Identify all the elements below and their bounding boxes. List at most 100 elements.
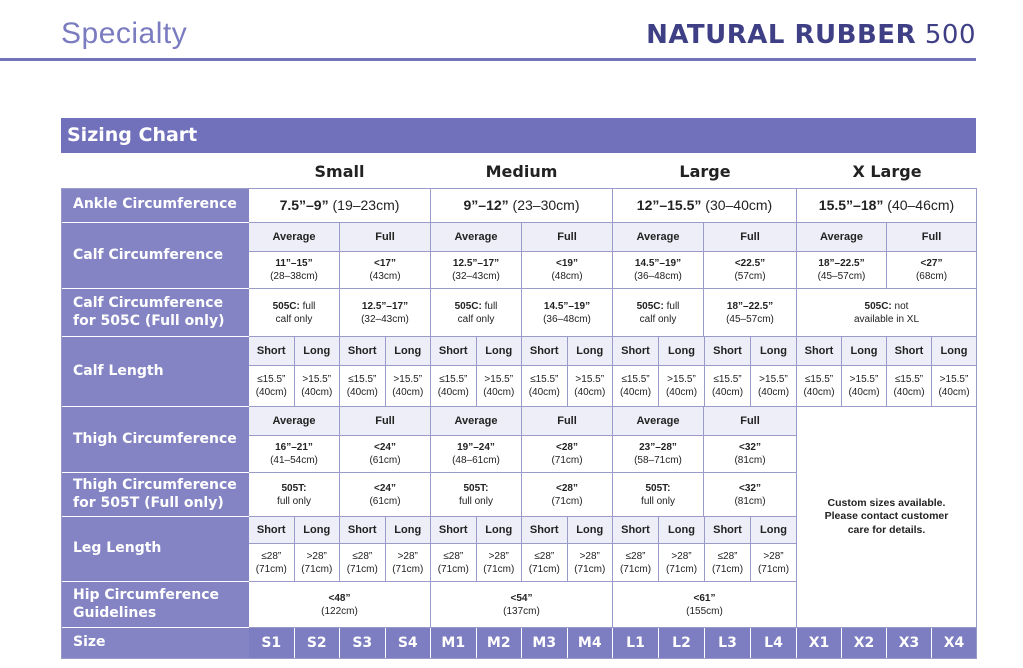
thigh-505t-value: 505T: full only <box>249 473 340 517</box>
leg-length-long-header: Long <box>294 517 340 544</box>
calf-505c-value: 12.5”–17” (32–43cm) <box>340 289 431 337</box>
leg-length-long-header: Long <box>751 517 797 544</box>
leg-length-short-header: Short <box>522 517 568 544</box>
calf-subheader: Average <box>249 223 340 252</box>
calf-subheader: Average <box>797 223 887 252</box>
calf-length-value: >15.5” (40cm) <box>385 366 431 407</box>
calf-505c-value: 505C: full calf only <box>613 289 704 337</box>
thigh-value: <32” (81cm) <box>704 436 797 473</box>
leg-length-long-header: Long <box>659 517 705 544</box>
thigh-subheader: Full <box>704 407 797 436</box>
leg-length-short-header: Short <box>613 517 659 544</box>
ankle-value: 7.5”–9” (19–23cm) <box>249 188 431 223</box>
calf-subheader: Full <box>340 223 431 252</box>
calf-length-value: ≤15.5” (40cm) <box>340 366 386 407</box>
size-code: M3 <box>522 628 568 659</box>
calf-value: <22.5” (57cm) <box>704 252 797 289</box>
size-code: L3 <box>705 628 751 659</box>
calf-length-value: >15.5” (40cm) <box>567 366 613 407</box>
sizing-chart-banner: Sizing Chart <box>61 118 976 153</box>
calf-length-long-header: Long <box>932 337 977 366</box>
ankle-value: 15.5”–18” (40–46cm) <box>797 188 977 223</box>
leg-length-value: ≤28” (71cm) <box>613 544 659 582</box>
size-code: L4 <box>751 628 797 659</box>
leg-length-short-header: Short <box>705 517 751 544</box>
thigh-value: 19”–24” (48–61cm) <box>431 436 522 473</box>
leg-length-value: >28” (71cm) <box>659 544 705 582</box>
size-code: S2 <box>294 628 340 659</box>
size-code: X3 <box>887 628 932 659</box>
calf-505c-value: 14.5”–19” (36–48cm) <box>522 289 613 337</box>
calf-length-short-header: Short <box>431 337 477 366</box>
row-label-hip: Hip Circumference Guidelines <box>61 582 249 628</box>
thigh-subheader: Full <box>340 407 431 436</box>
calf-505c-value: 505C: full calf only <box>431 289 522 337</box>
calf-length-value: >15.5” (40cm) <box>751 366 797 407</box>
hip-value: <48” (122cm) <box>249 582 431 628</box>
header-rule <box>0 58 976 61</box>
thigh-value: 23”–28” (58–71cm) <box>613 436 704 473</box>
calf-length-long-header: Long <box>476 337 522 366</box>
size-code: S3 <box>340 628 386 659</box>
calf-length-value: ≤15.5” (40cm) <box>887 366 932 407</box>
calf-value: 11”–15” (28–38cm) <box>249 252 340 289</box>
leg-length-long-header: Long <box>476 517 522 544</box>
calf-length-value: >15.5” (40cm) <box>932 366 977 407</box>
calf-value: 18”–22.5” (45–57cm) <box>797 252 887 289</box>
calf-length-value: ≤15.5” (40cm) <box>522 366 568 407</box>
ankle-value: 12”–15.5” (30–40cm) <box>613 188 797 223</box>
leg-length-short-header: Short <box>340 517 386 544</box>
leg-length-value: ≤28” (71cm) <box>431 544 477 582</box>
size-code: S1 <box>249 628 295 659</box>
calf-length-value: ≤15.5” (40cm) <box>249 366 295 407</box>
leg-length-value: >28” (71cm) <box>567 544 613 582</box>
size-code: S4 <box>385 628 431 659</box>
calf-subheader: Full <box>704 223 797 252</box>
thigh-subheader: Average <box>431 407 522 436</box>
size-code: X2 <box>842 628 887 659</box>
product-title: NATURAL RUBBER 500 <box>646 20 976 50</box>
calf-subheader: Full <box>522 223 613 252</box>
calf-length-value: >15.5” (40cm) <box>476 366 522 407</box>
calf-length-short-header: Short <box>522 337 568 366</box>
size-heading-large: Large <box>679 162 731 181</box>
size-heading-small: Small <box>314 162 365 181</box>
thigh-505t-value: 505T: full only <box>431 473 522 517</box>
calf-length-long-header: Long <box>751 337 797 366</box>
calf-value: 12.5”–17” (32–43cm) <box>431 252 522 289</box>
size-code: M2 <box>476 628 522 659</box>
calf-subheader: Average <box>431 223 522 252</box>
leg-length-long-header: Long <box>567 517 613 544</box>
calf-length-long-header: Long <box>294 337 340 366</box>
leg-length-value: >28” (71cm) <box>751 544 797 582</box>
size-heading-medium: Medium <box>485 162 558 181</box>
row-label-thigh-505t: Thigh Circumference for 505T (Full only) <box>61 473 249 517</box>
calf-length-long-header: Long <box>567 337 613 366</box>
leg-length-value: >28” (71cm) <box>476 544 522 582</box>
leg-length-short-header: Short <box>249 517 295 544</box>
thigh-505t-value: 505T: full only <box>613 473 704 517</box>
size-code: X4 <box>932 628 977 659</box>
leg-length-value: ≤28” (71cm) <box>705 544 751 582</box>
calf-505c-value: 505C: full calf only <box>249 289 340 337</box>
thigh-505t-value: <24” (61cm) <box>340 473 431 517</box>
row-label-thigh: Thigh Circumference <box>61 407 249 473</box>
calf-length-short-header: Short <box>887 337 932 366</box>
calf-length-value: ≤15.5” (40cm) <box>431 366 477 407</box>
calf-value: <27” (68cm) <box>887 252 977 289</box>
product-name: NATURAL RUBBER <box>646 20 917 50</box>
calf-value: 14.5”–19” (36–48cm) <box>613 252 704 289</box>
calf-505c-value: 18”–22.5” (45–57cm) <box>704 289 797 337</box>
row-label-leg-length: Leg Length <box>61 517 249 582</box>
row-label-calf: Calf Circumference <box>61 223 249 289</box>
leg-length-value: ≤28” (71cm) <box>340 544 386 582</box>
thigh-value: <24” (61cm) <box>340 436 431 473</box>
custom-sizes-note: Custom sizes available. Please contact cu… <box>797 407 977 628</box>
calf-length-short-header: Short <box>340 337 386 366</box>
size-code: M4 <box>567 628 613 659</box>
size-code: L1 <box>613 628 659 659</box>
leg-length-value: >28” (71cm) <box>294 544 340 582</box>
calf-length-short-header: Short <box>613 337 659 366</box>
thigh-505t-value: <28” (71cm) <box>522 473 613 517</box>
leg-length-short-header: Short <box>431 517 477 544</box>
